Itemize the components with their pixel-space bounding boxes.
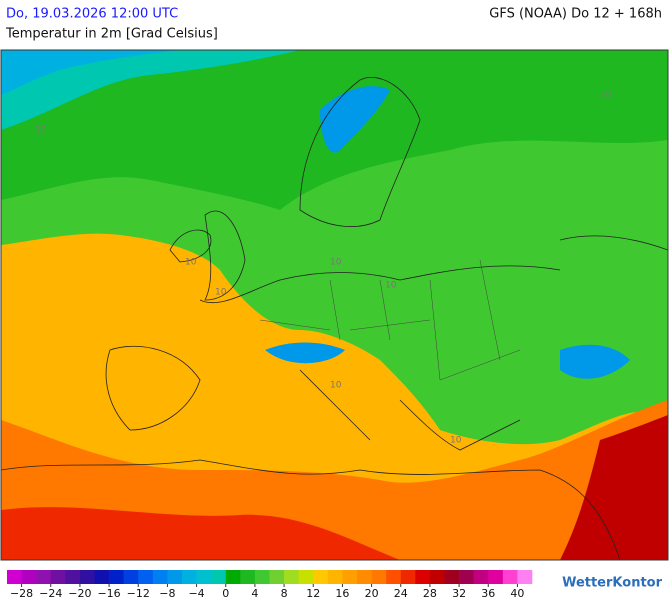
legend-label: 32 [452,587,466,600]
date: Do, 19.03.2026 12:00 UTC [6,7,178,22]
legend-swatch [473,570,489,584]
legend-swatch [240,570,256,584]
legend-swatch [225,570,241,584]
legend-swatch [284,570,299,584]
legend-swatch [138,570,154,584]
legend-swatch [459,570,474,584]
alps-cold [265,342,345,364]
legend-swatch [109,570,124,584]
legend-label: 0 [222,587,229,600]
legend-label: −8 [159,587,175,600]
legend-swatch [7,570,22,584]
coldest-field [1,50,180,95]
very-cold-field [1,50,300,130]
contour-label: 10 [600,91,612,101]
legend-swatch [298,570,314,584]
legend-swatch [123,570,139,584]
legend-label: 36 [481,587,495,600]
hottest-field [560,415,668,560]
legend-label: −24 [39,587,62,600]
legend-label: 8 [281,587,288,600]
legend-label: 20 [365,587,379,600]
legend-swatch [371,570,387,584]
contour-label: 10 [330,258,342,268]
model-run: GFS (NOAA) Do 12 + 168h [489,7,662,22]
map-frame [0,49,669,561]
contour-label: 10 [215,288,227,298]
legend-swatch [21,570,37,584]
legend-label: −16 [97,587,120,600]
legend-swatch [211,570,227,584]
legend-label: 28 [423,587,437,600]
legend-swatch [502,570,518,584]
borders [259,259,521,381]
legend-swatch [517,570,533,584]
legend-swatch [415,570,431,584]
logo: WetterKontor [562,576,663,591]
contour-label: 10 [385,281,397,291]
legend-label: −4 [188,587,204,600]
legend-swatch [94,570,110,584]
legend-swatch [182,570,197,584]
map-title: Temperatur in 2m [Grad Celsius] [5,27,218,42]
legend-swatch [429,570,445,584]
legend-label: −28 [10,587,33,600]
legend-swatch [357,570,372,584]
legend-swatch [196,570,212,584]
caucasus-cold [560,344,630,379]
legend-swatch [342,570,358,584]
legend-swatch [313,570,329,584]
legend-swatch [50,570,66,584]
legend-label: 40 [510,587,524,600]
legend-swatch [65,570,81,584]
legend-swatch [386,570,402,584]
legend-swatch [269,570,285,584]
legend-swatch [400,570,416,584]
legend-swatch [167,570,183,584]
legend-swatch [36,570,52,584]
legend-swatch [327,570,343,584]
legend-label: −20 [68,587,91,600]
contour-label: 10 [185,258,197,268]
contour-label: 10 [450,436,462,446]
legend-label: −12 [127,587,150,600]
legend-label: 4 [251,587,258,600]
map: 10 10 10 10 10 10 10 10 [0,49,669,561]
legend-swatch [488,570,504,584]
very-hot-field [1,507,400,560]
legend-swatch [444,570,460,584]
legend-swatch [152,570,168,584]
legend-label: 16 [335,587,349,600]
legend-swatch [79,570,95,584]
legend-swatch [254,570,270,584]
legend-label: 12 [306,587,320,600]
contour-label: 10 [35,126,47,136]
legend-label: 24 [394,587,408,600]
scandinavia-cold [320,86,390,153]
coastlines [1,77,668,560]
contour-label: 10 [330,381,342,391]
